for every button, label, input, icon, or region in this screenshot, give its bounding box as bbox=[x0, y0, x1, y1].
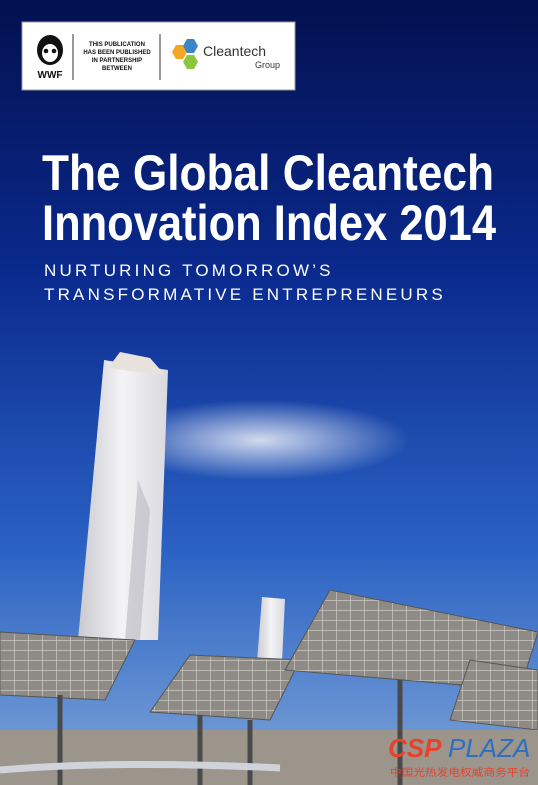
watermark-tagline: 中国光热发电权威商务平台 bbox=[390, 766, 530, 779]
ground bbox=[0, 730, 538, 785]
posts bbox=[57, 680, 403, 785]
watermark-csp: CSP bbox=[388, 733, 442, 763]
group-label: Group bbox=[255, 60, 280, 70]
title-line: Innovation Index 2014 bbox=[42, 195, 496, 251]
subtitle-line: NURTURING TOMORROW’S bbox=[44, 261, 334, 280]
heliostat bbox=[449, 659, 538, 731]
partner-box bbox=[21, 21, 296, 91]
tower-top bbox=[108, 352, 165, 375]
beam bbox=[110, 400, 410, 480]
title-line: The Global Cleantech bbox=[42, 145, 494, 201]
pipe bbox=[0, 760, 281, 774]
partner-text: IN PARTNERSHIP bbox=[92, 58, 142, 64]
tower bbox=[78, 360, 168, 640]
tower-small bbox=[257, 597, 285, 662]
partner-text: BETWEEN bbox=[102, 66, 132, 72]
wwf-logo: WWF bbox=[37, 35, 63, 81]
watermark-plaza: PLAZA bbox=[448, 733, 530, 763]
partner-text: HAS BEEN PUBLISHED bbox=[83, 50, 151, 56]
wwf-label: WWF bbox=[38, 70, 63, 81]
subtitle-line: TRANSFORMATIVE ENTREPRENEURS bbox=[44, 285, 446, 304]
cleantech-label: Cleantech bbox=[203, 43, 266, 59]
heliostat bbox=[0, 631, 136, 701]
tower-shade bbox=[125, 480, 150, 640]
heliostat bbox=[149, 654, 301, 721]
partner-text: THIS PUBLICATION bbox=[89, 42, 145, 48]
cleantech-logo: Cleantech Group bbox=[172, 39, 280, 70]
